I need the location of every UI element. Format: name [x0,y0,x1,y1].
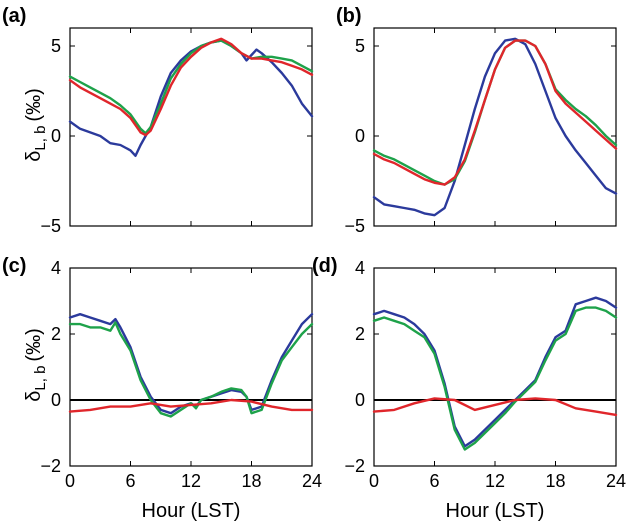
xlabel-left: Hour (LST) [142,500,241,522]
panel-a-ticks: −5 0 5 [40,28,313,236]
panel-b-ytick-label: −5 [344,216,365,236]
panel-b-ytick-label: 5 [355,36,365,56]
panel-d-series-green [372,306,618,451]
panel-c-ytick-label: −2 [40,456,61,476]
panel-d-series [372,296,618,451]
panel-d-xtick-label: 0 [369,471,379,491]
panel-a-series [68,37,314,157]
panel-c-xtick-label: 6 [125,471,135,491]
panel-a-letter: (a) [2,5,26,27]
panel-a-ytick-label: −5 [40,216,61,236]
panel-d-series-red [372,397,618,417]
panel-b: (b) −5 0 5 [336,5,618,236]
panel-d-xtick-label: 6 [429,471,439,491]
panel-d-ytick-label: 2 [355,324,365,344]
panel-c-ytick-label: 2 [51,324,61,344]
panel-b-series [372,37,618,217]
ylabel-top: δL, b(‰) [23,88,49,162]
panel-b-ytick-label: 0 [355,126,365,146]
panel-c-ytick-label: 4 [51,258,61,278]
panel-d-ytick-label: −2 [344,456,365,476]
panel-a: (a) −5 0 5 [2,5,314,236]
panel-a-ytick-label: 5 [51,36,61,56]
panel-d-xtick-label: 24 [606,471,626,491]
panel-c-series [68,313,314,418]
panel-d-series-blue [372,296,618,448]
panel-c-letter: (c) [2,255,26,277]
panel-a-series-green [68,39,314,135]
panel-d-xtick-label: 18 [545,471,565,491]
panel-b-series-green [372,39,618,186]
panel-d-ytick-label: 4 [355,258,365,278]
panel-c-xtick-label: 18 [241,471,261,491]
panel-c-xtick-label: 24 [302,471,322,491]
panel-b-series-red [372,39,618,186]
panel-c-xtick-label: 12 [181,471,201,491]
panel-c-xtick-label: 0 [65,471,75,491]
panel-d-xtick-label: 12 [485,471,505,491]
panel-a-ytick-label: 0 [51,126,61,146]
panel-a-series-red [68,37,314,137]
panel-b-series-blue [372,37,618,217]
panel-d-letter: (d) [312,255,338,277]
panel-c-frame [69,267,313,467]
panel-c-series-red [68,398,314,413]
panel-b-ticks: −5 0 5 [344,28,617,236]
panel-d-frame [373,267,617,467]
panel-c-ytick-label: 0 [51,390,61,410]
panel-d-ytick-label: 0 [355,390,365,410]
ylabel-bottom: δL, b(‰) [23,328,49,402]
panel-b-letter: (b) [336,5,362,27]
xlabel-right: Hour (LST) [446,500,545,522]
panel-b-frame [373,27,617,227]
